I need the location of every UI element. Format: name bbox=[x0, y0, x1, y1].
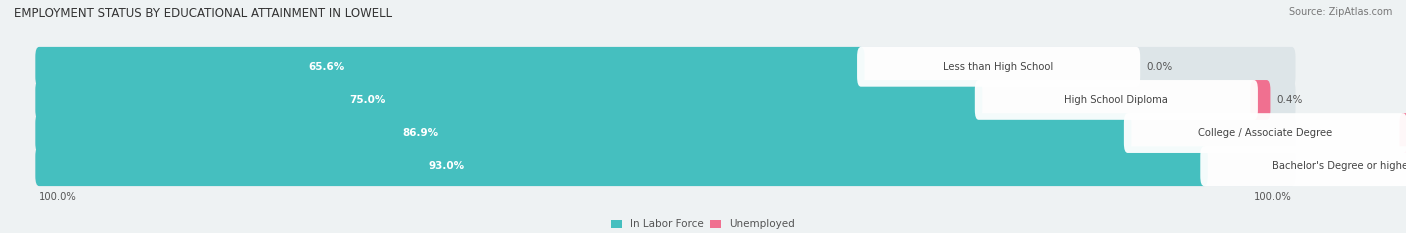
FancyBboxPatch shape bbox=[35, 113, 1132, 153]
Text: 65.6%: 65.6% bbox=[308, 62, 344, 72]
Text: College / Associate Degree: College / Associate Degree bbox=[1198, 128, 1333, 138]
FancyBboxPatch shape bbox=[1399, 113, 1406, 153]
Text: Bachelor's Degree or higher: Bachelor's Degree or higher bbox=[1271, 161, 1406, 171]
Text: EMPLOYMENT STATUS BY EDUCATIONAL ATTAINMENT IN LOWELL: EMPLOYMENT STATUS BY EDUCATIONAL ATTAINM… bbox=[14, 7, 392, 20]
FancyBboxPatch shape bbox=[35, 146, 1208, 186]
Text: 93.0%: 93.0% bbox=[429, 161, 465, 171]
FancyBboxPatch shape bbox=[1123, 113, 1406, 153]
Text: Less than High School: Less than High School bbox=[943, 62, 1053, 72]
FancyBboxPatch shape bbox=[974, 80, 1258, 120]
FancyBboxPatch shape bbox=[35, 146, 1295, 186]
Legend: In Labor Force, Unemployed: In Labor Force, Unemployed bbox=[607, 215, 799, 233]
Text: High School Diploma: High School Diploma bbox=[1064, 95, 1168, 105]
Text: 0.0%: 0.0% bbox=[1146, 62, 1173, 72]
FancyBboxPatch shape bbox=[35, 47, 865, 87]
Text: 86.9%: 86.9% bbox=[402, 128, 439, 138]
Text: 0.4%: 0.4% bbox=[1277, 95, 1303, 105]
FancyBboxPatch shape bbox=[35, 80, 1295, 120]
FancyBboxPatch shape bbox=[1250, 80, 1271, 120]
FancyBboxPatch shape bbox=[35, 80, 983, 120]
FancyBboxPatch shape bbox=[1201, 146, 1406, 186]
FancyBboxPatch shape bbox=[35, 47, 1295, 87]
FancyBboxPatch shape bbox=[858, 47, 1140, 87]
Text: Source: ZipAtlas.com: Source: ZipAtlas.com bbox=[1288, 7, 1392, 17]
FancyBboxPatch shape bbox=[35, 113, 1295, 153]
Text: 100.0%: 100.0% bbox=[1254, 192, 1292, 202]
Text: 100.0%: 100.0% bbox=[39, 192, 77, 202]
Text: 75.0%: 75.0% bbox=[350, 95, 387, 105]
